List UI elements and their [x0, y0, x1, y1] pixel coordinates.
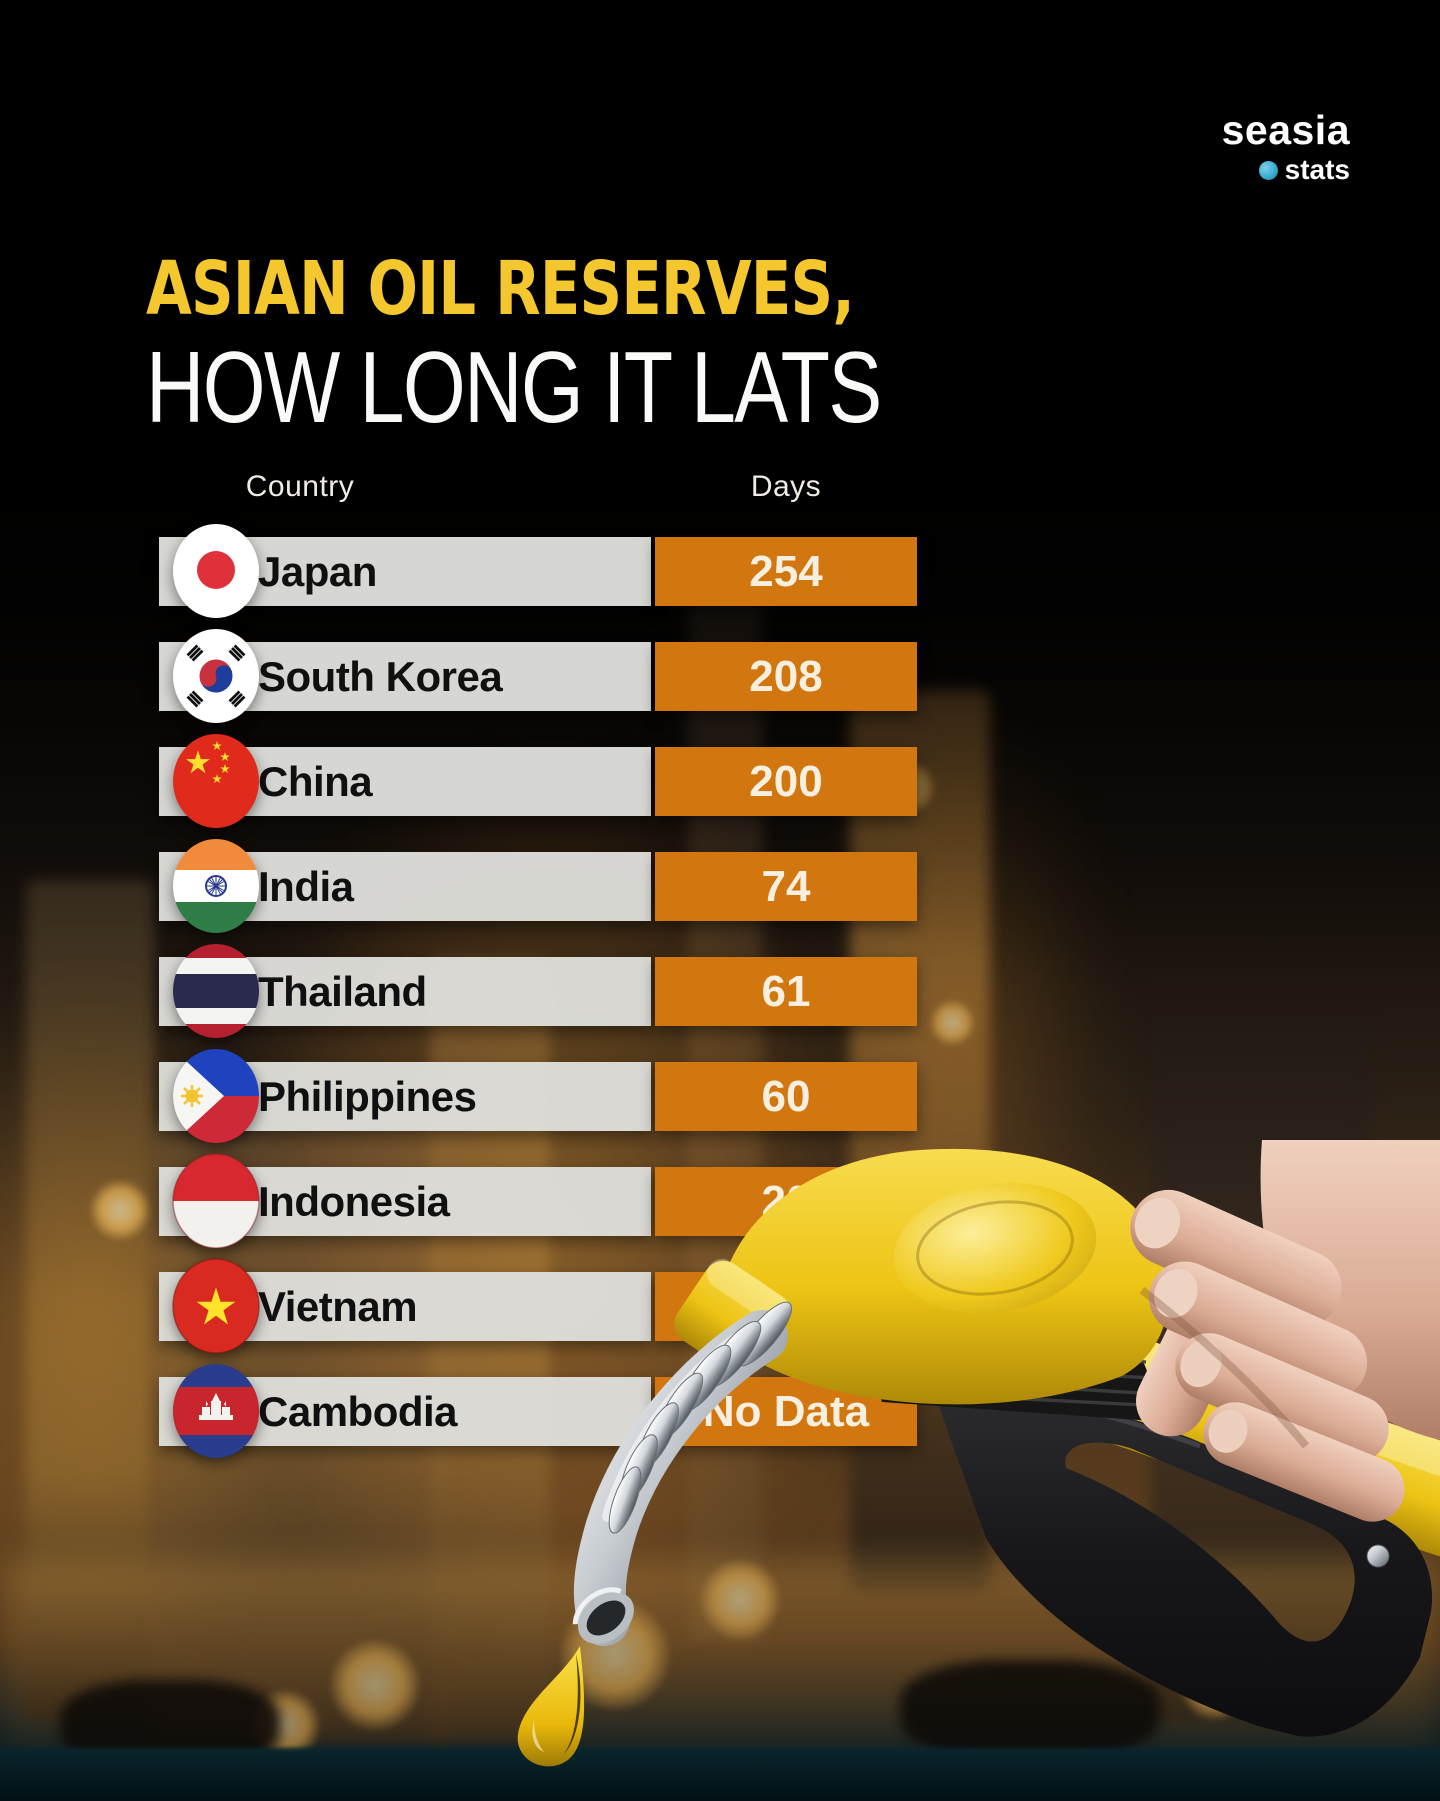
guard-rivet: [1366, 1544, 1390, 1568]
days-value: 208: [749, 651, 823, 701]
vietnam-flag-icon: [172, 1258, 260, 1354]
days-cell: 208: [655, 642, 917, 711]
days-value: 74: [761, 861, 811, 911]
table-row: Philippines 60: [159, 1049, 917, 1143]
south-korea-flag-icon: [173, 629, 259, 723]
days-cell: 61: [655, 957, 917, 1026]
title-line2: HOW LONG IT LATS: [146, 332, 882, 444]
fuel-nozzle-illustration: [517, 1140, 1440, 1767]
days-value: 60: [761, 1071, 811, 1121]
days-cell: 254: [655, 537, 917, 606]
table-row: Thailand 61: [159, 944, 917, 1038]
oil-drop: [517, 1646, 585, 1767]
column-header-country: Country: [245, 470, 355, 503]
cambodia-flag-icon: [173, 1364, 259, 1458]
india-flag-icon: [173, 839, 259, 933]
brand-name: seasia: [1221, 107, 1350, 153]
philippines-flag-icon: [173, 1049, 259, 1143]
japan-flag-icon: [173, 524, 259, 618]
china-flag-icon: [173, 734, 259, 828]
days-value: No Data: [702, 1386, 870, 1436]
column-header-days: Days: [750, 470, 822, 503]
country-label: Cambodia: [258, 1387, 458, 1435]
days-cell: 74: [655, 852, 917, 921]
nozzle-cap: [893, 1182, 1097, 1314]
days-value: 200: [749, 756, 823, 806]
table-row: Japan 254: [159, 524, 917, 618]
hand-forearm: [1260, 1140, 1440, 1440]
table-row: South Korea 208: [159, 629, 917, 723]
globe-dot-icon: [1258, 160, 1278, 180]
days-value: 254: [749, 546, 823, 596]
table-row: India 74: [159, 839, 917, 933]
country-label: Philippines: [258, 1072, 477, 1120]
nozzle-spout: [572, 1301, 793, 1646]
country-label: South Korea: [258, 652, 503, 700]
country-label: India: [258, 862, 354, 910]
reserves-table: Japan 254 South Korea 208: [159, 524, 917, 1458]
country-label: Indonesia: [258, 1177, 450, 1225]
thailand-flag-icon: [173, 944, 259, 1038]
table-row: China 200: [159, 734, 917, 828]
brand-logo: seasia stats: [1222, 110, 1350, 184]
country-label: Vietnam: [258, 1282, 418, 1330]
country-label: Thailand: [258, 967, 427, 1015]
title-line1: ASIAN OIL RESERVES,: [146, 246, 855, 332]
days-cell: 200: [655, 747, 917, 816]
page-title: ASIAN OIL RESERVES, HOW LONG IT LATS: [146, 252, 1064, 439]
spout-coils: [608, 1301, 793, 1534]
indonesia-flag-icon: [172, 1153, 260, 1249]
brand-sub: stats: [1284, 154, 1350, 185]
country-label: Japan: [258, 547, 377, 595]
spout-tip: [572, 1587, 634, 1644]
days-value: 61: [761, 966, 811, 1016]
country-label: China: [258, 757, 373, 805]
hand-fingers: [1130, 1189, 1405, 1522]
nozzle-trigger-guard: [928, 1376, 1433, 1737]
days-cell: 60: [655, 1062, 917, 1131]
